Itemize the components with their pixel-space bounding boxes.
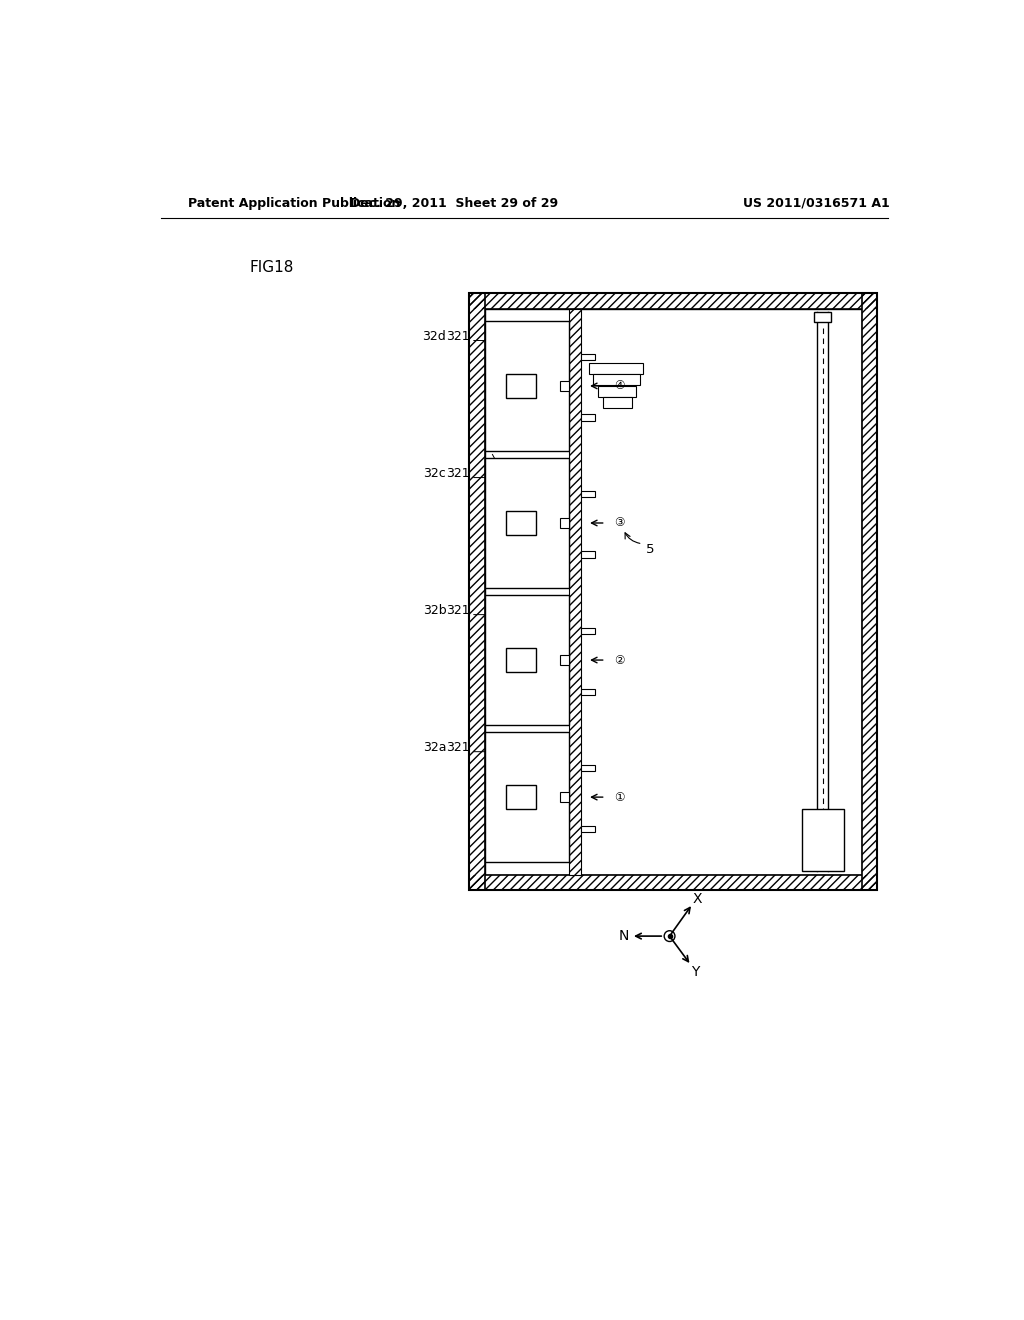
Text: ②: ② bbox=[614, 653, 625, 667]
Bar bbox=[469, 293, 878, 890]
Bar bbox=[469, 874, 878, 890]
Bar bbox=[469, 874, 878, 890]
Bar bbox=[814, 313, 831, 322]
Bar bbox=[581, 764, 595, 771]
Text: 32a: 32a bbox=[423, 742, 446, 754]
Bar bbox=[560, 792, 569, 801]
Text: W: W bbox=[494, 470, 507, 484]
Bar bbox=[469, 293, 878, 309]
Bar bbox=[560, 519, 569, 528]
Bar bbox=[593, 375, 640, 385]
Text: ④: ④ bbox=[614, 379, 625, 392]
Text: 321: 321 bbox=[445, 467, 469, 480]
Bar bbox=[484, 309, 862, 874]
Text: 2: 2 bbox=[525, 486, 534, 500]
Bar bbox=[581, 628, 595, 634]
Bar bbox=[484, 458, 569, 587]
Text: Dec. 29, 2011  Sheet 29 of 29: Dec. 29, 2011 Sheet 29 of 29 bbox=[350, 197, 558, 210]
Text: 321: 321 bbox=[445, 742, 469, 754]
Text: Patent Application Publication: Patent Application Publication bbox=[188, 197, 400, 210]
Text: ①: ① bbox=[614, 791, 625, 804]
Bar bbox=[506, 374, 536, 399]
Bar bbox=[506, 785, 536, 809]
Bar bbox=[569, 309, 581, 874]
Bar bbox=[469, 293, 878, 309]
Text: 7: 7 bbox=[511, 482, 520, 496]
Bar bbox=[484, 733, 569, 862]
Bar bbox=[506, 648, 536, 672]
Bar bbox=[484, 321, 569, 450]
Text: ③: ③ bbox=[614, 516, 625, 529]
Circle shape bbox=[665, 931, 675, 941]
Bar bbox=[569, 309, 581, 874]
Text: 321: 321 bbox=[445, 330, 469, 343]
Bar bbox=[581, 491, 595, 496]
Bar bbox=[862, 293, 878, 890]
Bar bbox=[469, 293, 484, 890]
Text: FIG18: FIG18 bbox=[250, 260, 294, 276]
Bar bbox=[560, 656, 569, 665]
Bar bbox=[589, 363, 643, 374]
Bar bbox=[602, 397, 632, 408]
Text: 32c: 32c bbox=[424, 467, 446, 480]
Text: Y: Y bbox=[691, 965, 700, 978]
Text: N: N bbox=[618, 929, 629, 942]
Text: 32b: 32b bbox=[423, 605, 446, 618]
Bar bbox=[581, 552, 595, 557]
Bar bbox=[581, 414, 595, 421]
Text: X: X bbox=[692, 892, 702, 906]
Bar bbox=[581, 354, 595, 360]
Bar bbox=[506, 511, 536, 536]
Text: 5: 5 bbox=[646, 544, 654, 557]
Bar bbox=[469, 293, 484, 890]
Text: 321: 321 bbox=[445, 605, 469, 618]
Bar bbox=[560, 381, 569, 391]
Text: US 2011/0316571 A1: US 2011/0316571 A1 bbox=[742, 197, 890, 210]
Bar bbox=[598, 385, 637, 397]
Bar bbox=[581, 825, 595, 832]
Bar bbox=[862, 293, 878, 890]
Bar bbox=[802, 809, 845, 871]
Text: 32d: 32d bbox=[423, 330, 446, 343]
Bar bbox=[581, 689, 595, 694]
Bar bbox=[484, 595, 569, 725]
